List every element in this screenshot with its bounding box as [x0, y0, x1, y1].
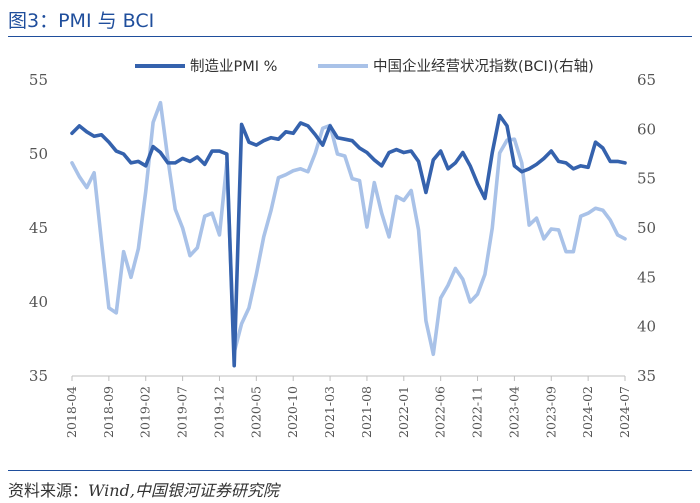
x-tick-label: 2018-04	[64, 386, 79, 438]
x-tick-label: 2024-02	[580, 386, 595, 438]
y-right-tick-label: 40	[637, 318, 656, 336]
x-tick-label: 2022-06	[433, 386, 448, 438]
y-left-tick-label: 45	[29, 219, 48, 237]
legend-item-pmi-label: 制造业PMI %	[190, 58, 277, 75]
x-tick-label: 2022-11	[470, 386, 485, 438]
x-tick-label: 2023-04	[506, 386, 521, 438]
source-note: 资料来源：Wind,中国银河证券研究院	[8, 477, 279, 501]
legend: 制造业PMI % 中国企业经营状况指数(BCI)(右轴)	[135, 57, 594, 75]
series-line-pmi	[70, 113, 627, 368]
y-right-tick-label: 50	[637, 219, 656, 237]
y-right-tick-label: 65	[637, 71, 656, 89]
x-tick-label: 2020-05	[248, 386, 263, 438]
source-label: 资料来源：	[8, 481, 89, 500]
y-left-tick-label: 50	[29, 145, 48, 163]
y-right-tick-label: 55	[637, 170, 656, 188]
source-rule	[8, 470, 692, 471]
x-tick-label: 2021-08	[359, 386, 374, 438]
y-right-tick-label: 45	[637, 268, 656, 286]
x-tick-label: 2019-12	[211, 386, 226, 438]
x-tick-label: 2019-02	[138, 386, 153, 438]
y-right-tick-label: 60	[637, 120, 656, 138]
x-tick-label: 2020-10	[285, 386, 300, 438]
chart-title: 图3：PMI 与 BCI	[8, 10, 155, 32]
y-left-tick-label: 40	[29, 293, 48, 311]
x-tick-label: 2023-09	[543, 386, 558, 438]
x-tick-label: 2019-07	[175, 386, 190, 438]
y-right-tick-label: 35	[637, 367, 656, 385]
x-tick-label: 2018-09	[101, 386, 116, 438]
y-left-tick-label: 35	[29, 367, 48, 385]
series-layer	[70, 100, 627, 368]
x-tick-label: 2024-07	[617, 386, 632, 438]
title-rule	[8, 36, 692, 37]
x-tick-label: 2021-03	[322, 386, 337, 438]
pmi-bci-line-chart: 35 40 45 50 55 35 40 45 50 55 60 65 2018-04 2018-09 20…	[29, 57, 656, 438]
x-tick-label: 2022-01	[396, 386, 411, 438]
y-left-tick-label: 55	[29, 71, 48, 89]
axes-layer: 35 40 45 50 55 35 40 45 50 55 60 65 2018-04 2018-09 20…	[29, 71, 656, 438]
legend-item-bci-label: 中国企业经营状况指数(BCI)(右轴)	[373, 57, 594, 75]
series-line-bci	[70, 100, 627, 357]
source-text: Wind,中国银河证券研究院	[88, 481, 279, 500]
